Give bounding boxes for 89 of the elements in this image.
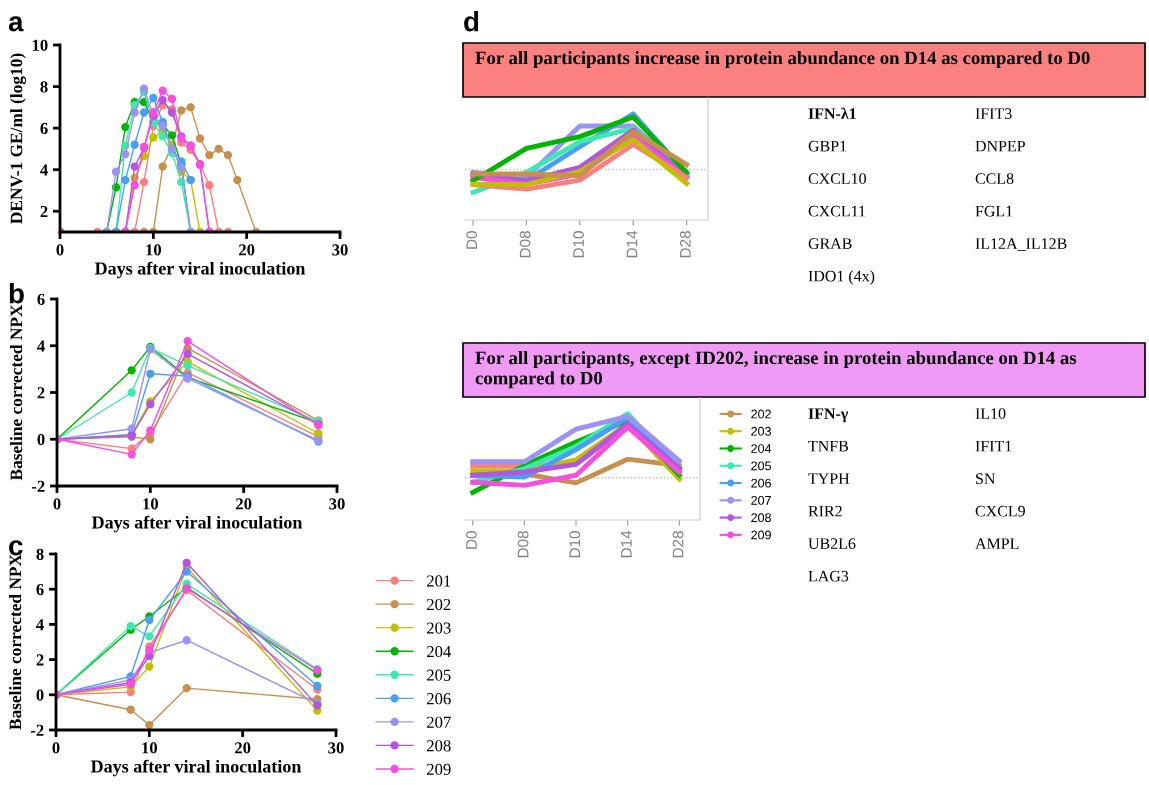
text: CXCL10 [808,173,866,184]
x-tick-label: 0 [52,742,60,754]
legend-label: 206 [751,478,771,488]
text: IFIT1 [975,440,1012,452]
text: TNFB [808,440,849,452]
legend-label: 203 [427,622,451,634]
text: IDO1 (4x) [808,270,875,285]
y-tick-label: 0 [37,433,45,446]
y-axis-title: Baseline corrected NPX [9,554,22,730]
y-tick-label: -2 [31,480,45,492]
y-tick-label: 6 [36,583,44,596]
chart-title: a [8,16,24,32]
chart-title: c [9,540,23,556]
y-tick-label: 0 [36,689,44,701]
legend-label: 202 [427,598,451,611]
legend-label: 207 [751,495,771,505]
y-tick-label: 4 [37,340,45,352]
x-axis-title: Days after viral inoculation [91,515,303,533]
y-tick-label: 2 [37,387,45,399]
x-tick-label: D14 [626,230,638,258]
y-tick-label: 6 [37,293,45,305]
y-axis-title: DENV-1 GE/ml (log10) [10,53,26,224]
x-tick-label: 0 [56,244,64,256]
legend-label: 209 [751,530,771,540]
text: IFN-γ [808,408,849,423]
x-axis-title: Days after viral inoculation [90,759,302,777]
legend-label: 204 [427,645,452,658]
text: TYPH [808,473,850,484]
x-tick-label: D08 [517,531,529,558]
x-tick-label: D10 [573,231,584,258]
x-tick-label: D28 [679,231,691,258]
x-tick-label: 10 [146,244,162,256]
x-tick-label: D08 [519,231,531,258]
legend-label: 206 [427,693,451,705]
text: DNPEP [975,140,1025,152]
text: LAG3 [808,570,849,582]
text: GRAB [808,238,852,249]
text: GBP1 [808,140,847,152]
text: CXCL11 [808,205,866,217]
legend-label: 203 [751,426,771,436]
text: UB2L6 [808,538,856,549]
legend-label: 209 [427,763,451,775]
legend-label: 208 [751,513,771,523]
y-tick-label: 8 [36,548,44,560]
x-tick-label: D10 [569,531,581,558]
x-tick-label: 20 [235,742,251,754]
x-tick-label: 30 [329,498,345,510]
y-tick-label: 8 [40,81,48,93]
y-tick-label: 2 [40,205,48,217]
text: FGL1 [975,205,1013,217]
text: For all participants increase in protein abundance on D14 as compared to D0 [475,51,1090,68]
text: CCL8 [975,173,1014,184]
y-tick-label: 10 [32,39,48,51]
x-axis-title: Days after viral inoculation [94,261,306,279]
y-axis-title: Baseline corrected NPX [10,304,23,481]
legend-label: 207 [427,716,451,728]
text: AMPL [975,538,1019,549]
x-tick-label: 0 [53,498,61,510]
text: CXCL9 [975,505,1025,517]
text: RIR2 [808,505,842,517]
x-tick-label: 30 [328,742,344,754]
x-tick-label: D0 [466,231,478,249]
text: IFN-λ1 [808,107,856,119]
x-tick-label: D28 [672,531,684,558]
text: IL10 [975,408,1006,419]
legend-label: 202 [751,409,771,419]
text: IFIT3 [975,108,1012,119]
y-tick-label: 2 [36,654,44,666]
legend-label: 208 [427,740,451,752]
x-tick-label: 20 [239,244,255,256]
x-tick-label: 30 [332,244,348,256]
legend-label: 204 [751,444,772,453]
text: IL12A_IL12B [975,238,1067,251]
text: For all participants, except ID202, increase in protein abundance on D14 as compared to D0 [475,351,1077,389]
y-tick-label: -2 [30,724,44,736]
y-tick-label: 6 [40,122,48,135]
legend-label: 205 [427,669,451,681]
x-tick-label: D14 [621,530,632,558]
legend-label: 205 [751,461,771,471]
x-tick-label: D0 [466,531,477,549]
x-tick-label: 10 [143,498,159,510]
y-tick-label: 4 [40,164,48,176]
legend-label: 201 [427,575,451,587]
text: SN [976,473,996,484]
x-tick-label: 20 [236,498,252,510]
chart-title: d [464,11,479,32]
x-tick-label: 10 [142,742,158,754]
chart-title: b [9,283,24,304]
y-tick-label: 4 [36,619,44,631]
